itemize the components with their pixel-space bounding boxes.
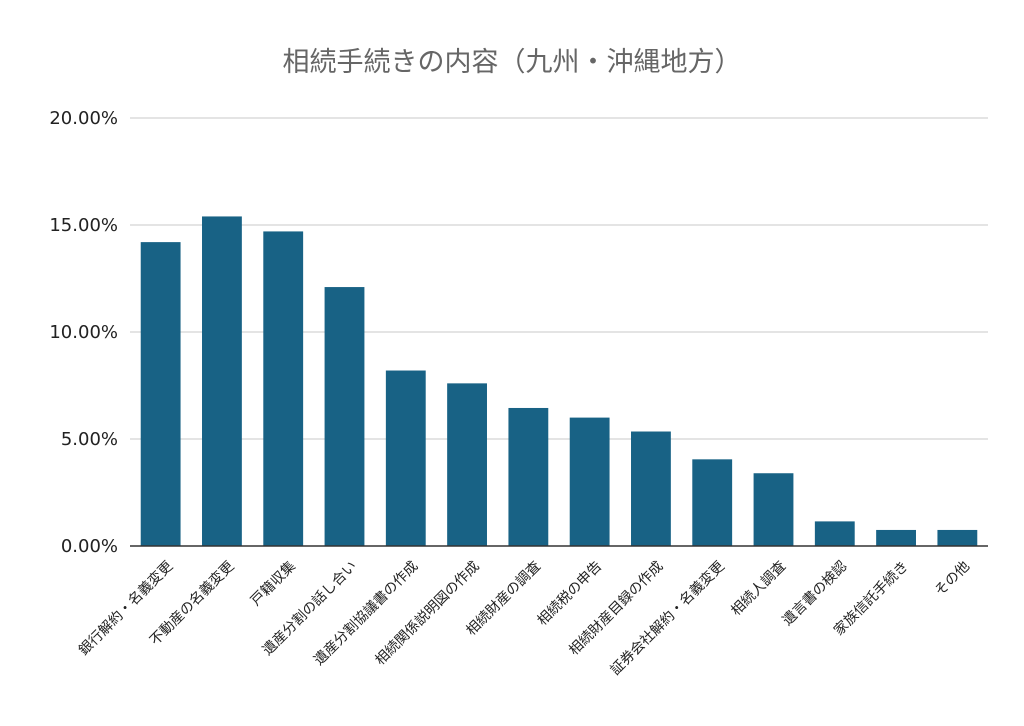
x-tick-label: 相続人調査 — [728, 558, 790, 620]
bar — [692, 459, 733, 546]
y-tick-label: 5.00% — [61, 429, 118, 450]
bar — [631, 431, 671, 546]
bar — [263, 231, 304, 547]
bar — [937, 529, 978, 546]
bar — [876, 529, 916, 546]
bar — [508, 407, 549, 546]
y-axis-ticks: 0.00% 5.00% 10.00% 15.00% 20.00% — [49, 108, 118, 557]
gridlines — [130, 117, 988, 440]
x-tick-label: その他 — [932, 558, 973, 599]
x-tick-label: 戸籍収集 — [247, 558, 299, 610]
y-tick-label: 20.00% — [49, 108, 118, 129]
x-tick-label: 遺産分割協議書の作成 — [310, 558, 421, 669]
bar — [753, 473, 794, 546]
y-tick-label: 0.00% — [61, 536, 118, 557]
bar — [814, 521, 855, 546]
bar — [385, 370, 426, 546]
bar — [140, 242, 181, 546]
x-tick-label: 証券会社解約・名義変更 — [607, 558, 728, 679]
chart-title: 相続手続きの内容（九州・沖縄地方） — [282, 47, 742, 78]
bar — [569, 417, 610, 546]
bar — [202, 216, 242, 546]
x-tick-label: 相続関係説明図の作成 — [372, 558, 483, 669]
y-tick-label: 10.00% — [49, 322, 118, 343]
bar — [324, 287, 365, 546]
y-tick-label: 15.00% — [49, 215, 118, 236]
bar — [447, 383, 487, 546]
bars — [140, 216, 978, 547]
